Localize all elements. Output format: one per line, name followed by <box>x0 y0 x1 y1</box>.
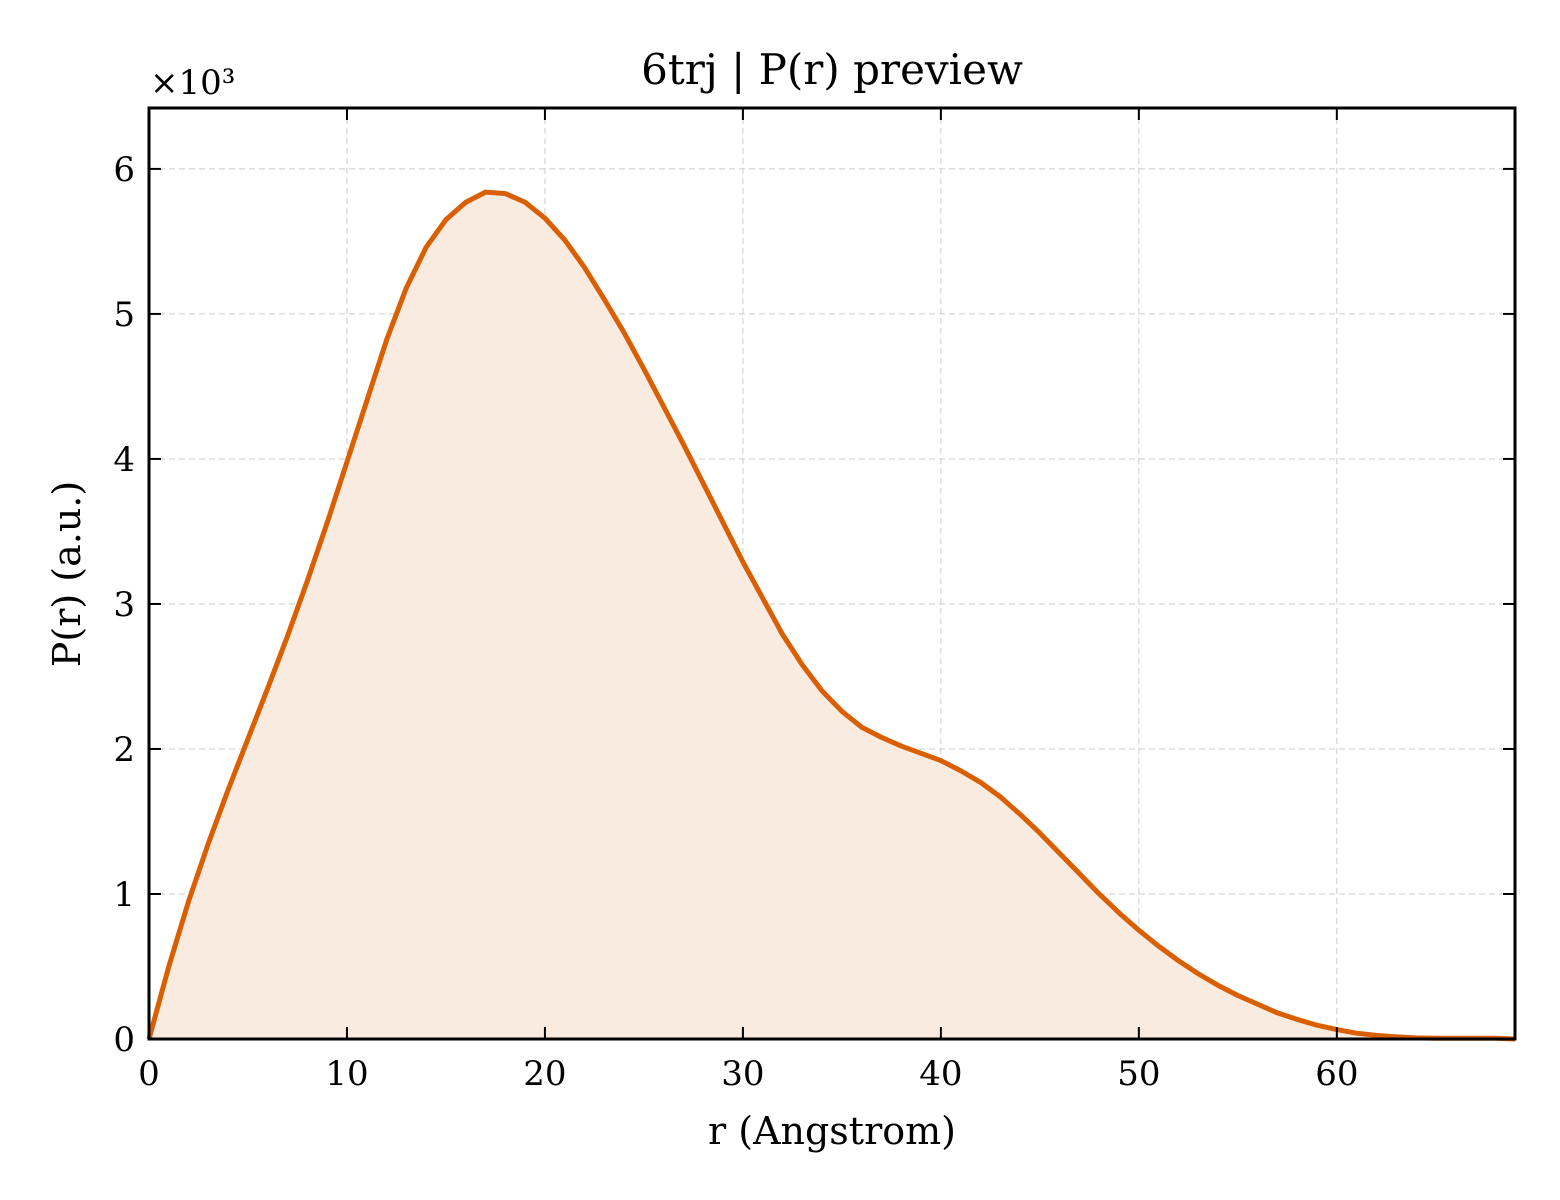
y-axis-ticks: 0 1 2 3 4 5 6 <box>113 150 1515 1060</box>
x-tick-label-40: 40 <box>919 1054 962 1094</box>
y-tick-label-6: 6 <box>113 150 135 190</box>
y-scale-factor-label: ×10³ <box>150 63 235 103</box>
y-tick-label-1: 1 <box>113 875 135 915</box>
x-tick-label-20: 20 <box>523 1054 566 1094</box>
x-tick-label-60: 60 <box>1315 1054 1358 1094</box>
chart-title: 6trj | P(r) preview <box>641 45 1023 94</box>
x-tick-label-0: 0 <box>138 1054 160 1094</box>
y-tick-label-4: 4 <box>113 440 135 480</box>
y-tick-label-2: 2 <box>113 730 135 770</box>
x-tick-label-50: 50 <box>1117 1054 1160 1094</box>
y-tick-label-0: 0 <box>113 1020 135 1060</box>
plot-frame <box>147 106 1517 1041</box>
pr-series-line <box>146 189 1516 1042</box>
y-tick-label-3: 3 <box>113 585 135 625</box>
x-tick-label-10: 10 <box>325 1054 368 1094</box>
pr-area-fill <box>149 192 1515 1040</box>
y-axis-label: P(r) (a.u.) <box>45 481 89 667</box>
x-tick-label-30: 30 <box>721 1054 764 1094</box>
y-tick-label-5: 5 <box>113 295 135 335</box>
x-axis-label: r (Angstrom) <box>708 1109 956 1153</box>
x-axis-ticks: 0 10 20 30 40 50 60 <box>138 108 1358 1094</box>
